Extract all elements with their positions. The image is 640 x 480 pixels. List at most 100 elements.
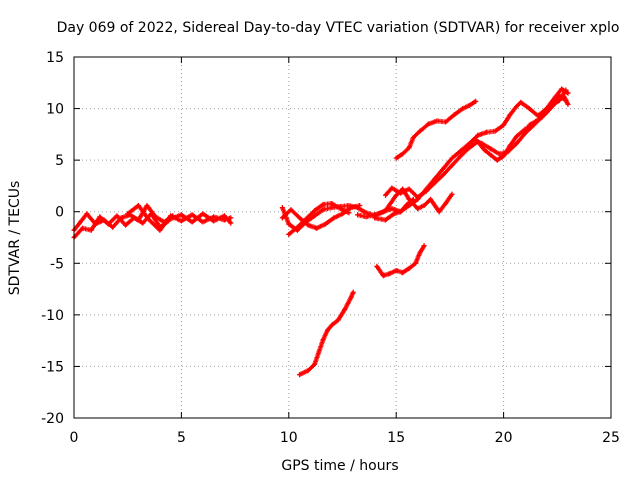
data-point — [189, 212, 195, 218]
data-point — [312, 213, 318, 219]
x-tick-label: 25 — [602, 430, 620, 446]
data-point — [322, 221, 328, 227]
data-point — [279, 215, 285, 221]
data-point — [294, 224, 300, 230]
data-point — [348, 205, 354, 211]
data-point — [335, 317, 341, 323]
data-point — [305, 222, 311, 228]
data-point — [425, 121, 431, 127]
data-series — [71, 86, 571, 378]
data-point — [80, 225, 86, 231]
data-point — [417, 250, 423, 256]
data-point — [471, 137, 477, 143]
data-point — [423, 188, 429, 194]
data-point — [135, 203, 141, 209]
data-point — [449, 162, 455, 168]
data-point — [200, 219, 206, 225]
data-point — [211, 218, 217, 224]
data-point — [559, 86, 565, 92]
data-point — [397, 209, 403, 215]
series-arc-11 — [372, 196, 416, 223]
data-point — [148, 211, 154, 217]
data-point — [415, 206, 421, 212]
data-point — [481, 147, 487, 153]
data-point — [88, 227, 94, 233]
data-point — [404, 201, 410, 207]
data-point — [449, 155, 455, 161]
data-point — [110, 224, 116, 230]
series-arc-6 — [279, 203, 363, 231]
data-point — [324, 327, 330, 333]
data-point — [507, 112, 513, 118]
data-point — [432, 180, 438, 186]
data-point — [494, 157, 500, 163]
data-point — [97, 214, 103, 220]
data-point — [400, 151, 406, 157]
data-point — [329, 200, 335, 206]
data-point — [561, 93, 567, 99]
data-point — [434, 118, 440, 124]
data-point — [84, 211, 90, 217]
data-point — [417, 128, 423, 134]
data-point — [320, 201, 326, 207]
data-point — [305, 368, 311, 374]
data-point — [372, 215, 378, 221]
y-tick-label: -10 — [41, 308, 64, 324]
data-point — [488, 146, 494, 152]
data-point — [178, 212, 184, 218]
data-point — [168, 216, 174, 222]
data-point — [391, 211, 397, 217]
data-point — [320, 337, 326, 343]
data-point — [140, 220, 146, 226]
data-point — [526, 122, 532, 128]
data-point — [380, 273, 386, 279]
data-point — [363, 214, 369, 220]
y-tick-label: 0 — [55, 205, 64, 221]
data-point — [297, 372, 303, 378]
y-tick-label: -20 — [41, 411, 64, 427]
data-point — [348, 294, 354, 300]
data-point — [522, 130, 528, 136]
data-point — [123, 222, 129, 228]
data-point — [565, 90, 571, 96]
data-point — [513, 133, 519, 139]
data-point — [406, 265, 412, 271]
data-point — [410, 196, 416, 202]
data-point — [297, 215, 303, 221]
x-tick-label: 10 — [280, 430, 298, 446]
x-tick-label: 0 — [70, 430, 79, 446]
data-point — [415, 194, 421, 200]
data-point — [421, 203, 427, 209]
data-point — [316, 349, 322, 355]
series-arc-5 — [279, 203, 367, 233]
data-point — [440, 165, 446, 171]
data-point — [565, 101, 571, 107]
data-point — [483, 129, 489, 135]
data-point — [178, 218, 184, 224]
data-point — [400, 270, 406, 276]
data-point — [228, 215, 234, 221]
data-point — [544, 110, 550, 116]
data-point — [105, 221, 111, 227]
data-point — [501, 122, 507, 128]
data-point — [361, 209, 367, 215]
data-point — [393, 192, 399, 198]
data-point — [331, 215, 337, 221]
data-point — [451, 112, 457, 118]
data-point — [440, 172, 446, 178]
data-point — [563, 87, 569, 93]
data-point — [552, 100, 558, 106]
series-arc-4 — [168, 211, 234, 226]
data-point — [286, 221, 292, 227]
x-tick-label: 20 — [495, 430, 513, 446]
data-point — [406, 145, 412, 151]
data-point — [125, 211, 131, 217]
y-tick-label: -15 — [41, 359, 64, 375]
data-point — [513, 104, 519, 110]
data-point — [443, 119, 449, 125]
data-point — [505, 149, 511, 155]
data-point — [382, 192, 388, 198]
data-point — [286, 231, 292, 237]
data-point — [443, 200, 449, 206]
